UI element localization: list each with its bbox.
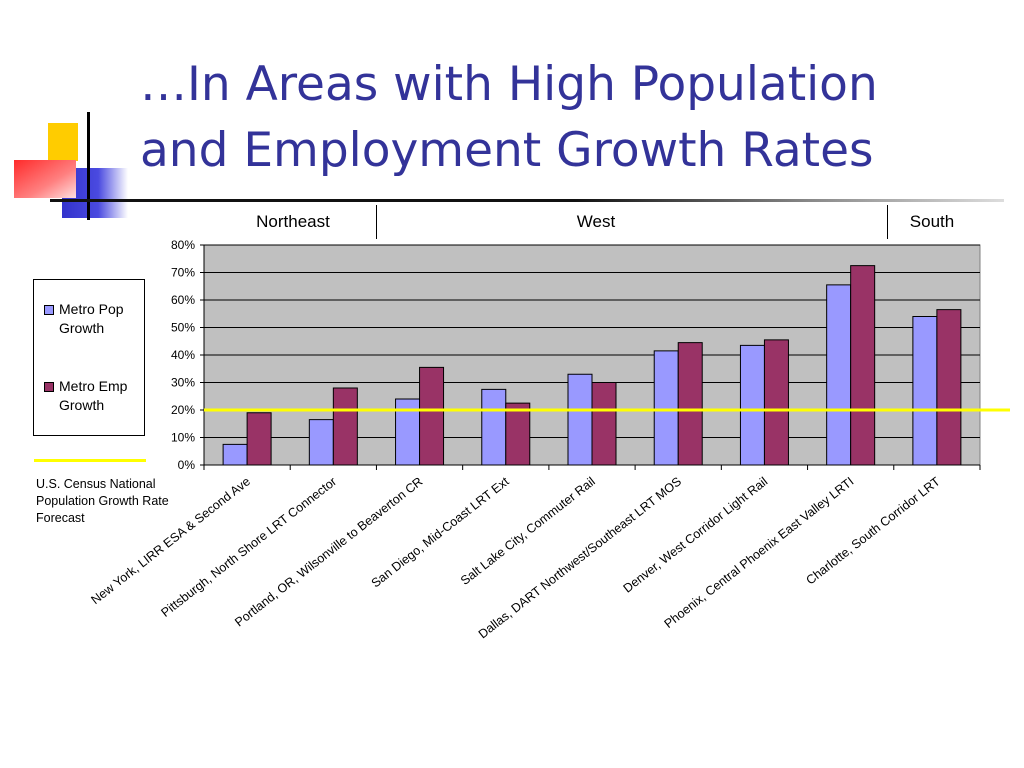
region-divider-2 [887, 205, 888, 239]
legend-item-emp: Metro Emp Growth [44, 377, 145, 415]
region-divider-1 [376, 205, 377, 239]
title-line-1: …In Areas with High Population [140, 57, 878, 112]
x-category-label: Charlotte, South Corridor LRT [803, 474, 943, 587]
region-label-northeast: Northeast [256, 212, 330, 231]
y-tick-label: 80% [171, 238, 195, 252]
title-line-2: and Employment Growth Rates [140, 123, 874, 178]
legend-item-pop: Metro Pop Growth [44, 300, 145, 338]
bar-emp [850, 265, 876, 466]
y-tick-label: 10% [171, 431, 195, 445]
bar-pop [222, 443, 248, 466]
bar-emp [763, 339, 789, 466]
y-tick-label: 0% [178, 458, 196, 472]
deco-red-square [14, 160, 76, 198]
deco-vertical-line [87, 112, 90, 220]
bar-pop [739, 344, 765, 466]
bar-pop [912, 316, 938, 466]
region-label-west: West [576, 212, 616, 231]
bar-emp [246, 412, 272, 466]
legend-swatch-emp [44, 382, 54, 392]
y-tick-label: 20% [171, 403, 195, 417]
x-category-label: Portland, OR, Wilsonville to Beaverton C… [232, 474, 425, 629]
bar-pop [308, 419, 334, 466]
bar-emp [505, 402, 531, 466]
bar-emp [332, 387, 358, 466]
y-tick-label: 50% [171, 321, 195, 335]
y-tick-label: 60% [171, 293, 195, 307]
deco-yellow-square [48, 123, 78, 161]
y-tick-label: 70% [171, 266, 195, 280]
x-category-label: Salt Lake City, Commuter Rail [458, 474, 598, 588]
bar-emp [936, 309, 962, 466]
bar-pop [653, 350, 679, 466]
x-category-label: San Diego, Mid-Coast LRT Ext [369, 474, 512, 590]
x-category-label: Pittsburgh, North Shore LRT Connector [158, 474, 339, 619]
chart-legend: Metro Pop Growth Metro Emp Growth [33, 279, 145, 436]
bar-pop [826, 284, 852, 466]
bar-emp [591, 382, 617, 466]
x-category-label: Dallas, DART Northwest/Southeast LRT MOS [476, 474, 684, 641]
bar-emp [419, 366, 445, 466]
legend-reference-line [34, 459, 146, 462]
y-tick-label: 30% [171, 376, 195, 390]
y-tick-label: 40% [171, 348, 195, 362]
bar-pop [481, 388, 507, 466]
legend-swatch-pop [44, 305, 54, 315]
slide-title: …In Areas with High Population and Emplo… [140, 52, 1000, 184]
bar-emp [677, 342, 703, 466]
region-label-south: South [909, 212, 955, 231]
x-category-label: Phoenix, Central Phoenix East Valley LRT… [662, 474, 857, 631]
legend-reference-label: U.S. Census National Population Growth R… [36, 477, 169, 525]
x-category-label: Denver, West Corridor Light Rail [621, 474, 771, 595]
bar-pop [567, 373, 593, 466]
legend-label-pop: Metro Pop Growth [59, 301, 124, 336]
x-category-label: New York, LIRR ESA & Second Ave [88, 474, 253, 607]
legend-label-emp: Metro Emp Growth [59, 378, 128, 413]
title-rule [50, 199, 1004, 202]
